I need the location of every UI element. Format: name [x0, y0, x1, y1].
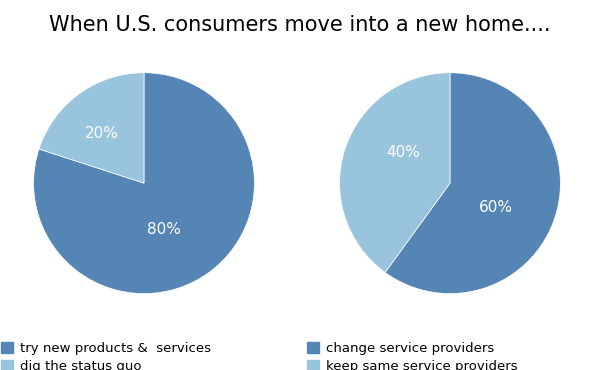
Legend: change service providers, keep same service providers: change service providers, keep same serv…	[305, 339, 520, 370]
Wedge shape	[34, 73, 254, 293]
Text: 20%: 20%	[85, 126, 119, 141]
Text: 60%: 60%	[479, 200, 514, 215]
Text: 80%: 80%	[147, 222, 181, 237]
Text: 40%: 40%	[386, 145, 421, 160]
Legend: try new products &  services, dig the status quo: try new products & services, dig the sta…	[0, 339, 214, 370]
Wedge shape	[385, 73, 560, 293]
Wedge shape	[340, 73, 450, 272]
Wedge shape	[39, 73, 144, 183]
Text: When U.S. consumers move into a new home....: When U.S. consumers move into a new home…	[49, 15, 551, 35]
